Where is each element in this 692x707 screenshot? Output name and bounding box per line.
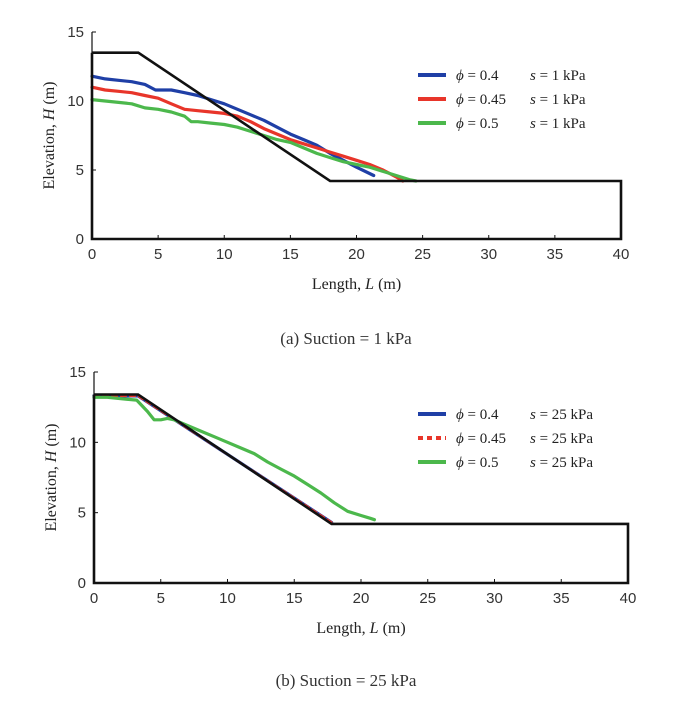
y-tick-label: 0 — [76, 231, 84, 248]
x-tick-label: 25 — [419, 590, 436, 607]
x-tick-label: 35 — [547, 246, 564, 263]
legend-phi-value: = 0.4 — [468, 68, 499, 84]
y-axis-label-text: Elevation, — [41, 120, 58, 189]
legend-suction-label: s = 25 kPa — [530, 407, 593, 423]
series-line — [92, 394, 333, 524]
y-tick-label: 15 — [69, 364, 86, 381]
y-tick-label: 5 — [78, 505, 86, 522]
x-axis-label: Length, L (m) — [312, 276, 401, 293]
series-line — [90, 97, 418, 183]
legend-phi-value: = 0.4 — [468, 407, 499, 423]
legend-phi-symbol: ϕ — [456, 407, 468, 423]
y-axis-label-unit: (m) — [43, 424, 60, 451]
legend-phi-symbol: ϕ — [456, 455, 468, 471]
legend-suction-label: s = 1 kPa — [530, 116, 586, 132]
legend-s-value: = 25 kPa — [536, 407, 594, 423]
y-tick-label: 5 — [76, 162, 84, 179]
x-tick-label: 5 — [157, 590, 165, 607]
x-axis-label-text: Length, — [312, 276, 365, 293]
x-axis-label: Length, L (m) — [316, 620, 405, 637]
x-tick-label: 20 — [353, 590, 370, 607]
x-tick-label: 10 — [219, 590, 236, 607]
legend-phi-value: = 0.5 — [468, 116, 499, 132]
legend-s-value: = 25 kPa — [536, 455, 594, 471]
legend-phi-label: ϕ = 0.5 — [456, 116, 498, 132]
chart-caption: (a) Suction = 1 kPa — [280, 329, 412, 348]
x-tick-label: 25 — [414, 246, 431, 263]
legend-phi-symbol: ϕ — [456, 431, 468, 447]
legend-phi-value: = 0.5 — [468, 455, 499, 471]
x-tick-label: 0 — [88, 246, 96, 263]
legend-s-symbol: s — [530, 431, 536, 447]
x-axis-label-unit: (m) — [374, 276, 401, 293]
slope-profile-line — [92, 393, 630, 585]
y-axis-label: Elevation, H (m) — [43, 424, 60, 532]
series-line — [90, 85, 405, 183]
y-axis-label-var: H — [41, 107, 58, 121]
x-tick-label: 10 — [216, 246, 233, 263]
legend-phi-symbol: ϕ — [456, 68, 468, 84]
legend-s-symbol: s — [530, 92, 536, 108]
legend-phi-symbol: ϕ — [456, 92, 468, 108]
x-tick-label: 15 — [286, 590, 303, 607]
slope-profile-line — [90, 51, 623, 241]
chart-caption: (b) Suction = 25 kPa — [276, 671, 417, 690]
series-line — [92, 394, 334, 525]
x-tick-label: 15 — [282, 246, 299, 263]
x-tick-label: 30 — [480, 246, 497, 263]
series-line — [92, 395, 376, 522]
legend-s-value: = 1 kPa — [536, 92, 586, 108]
legend-phi-value: = 0.45 — [468, 431, 506, 447]
x-axis-label-text: Length, — [316, 620, 369, 637]
x-tick-label: 40 — [620, 590, 637, 607]
legend-s-symbol: s — [530, 455, 536, 471]
x-tick-label: 40 — [613, 246, 630, 263]
legend-s-symbol: s — [530, 68, 536, 84]
y-tick-label: 10 — [67, 93, 84, 110]
x-axis-label-var: L — [364, 276, 374, 293]
y-axis-label-var: H — [43, 449, 60, 463]
legend-s-symbol: s — [530, 116, 536, 132]
x-tick-label: 30 — [486, 590, 503, 607]
y-tick-label: 10 — [69, 434, 86, 451]
x-tick-label: 20 — [348, 246, 365, 263]
legend-phi-label: ϕ = 0.5 — [456, 455, 498, 471]
y-axis-label-unit: (m) — [41, 82, 58, 109]
legend-s-value: = 1 kPa — [536, 68, 586, 84]
legend-phi-label: ϕ = 0.4 — [456, 68, 499, 84]
legend-s-value: = 25 kPa — [536, 431, 594, 447]
x-tick-label: 0 — [90, 590, 98, 607]
legend-phi-symbol: ϕ — [456, 116, 468, 132]
x-tick-label: 5 — [154, 246, 162, 263]
legend-phi-value: = 0.45 — [468, 92, 506, 108]
legend-suction-label: s = 1 kPa — [530, 92, 586, 108]
y-tick-label: 15 — [67, 24, 84, 41]
y-axis-label-text: Elevation, — [43, 462, 60, 531]
x-axis-label-unit: (m) — [379, 620, 406, 637]
legend-suction-label: s = 25 kPa — [530, 431, 593, 447]
legend-phi-label: ϕ = 0.45 — [456, 431, 506, 447]
legend-suction-label: s = 25 kPa — [530, 455, 593, 471]
legend-s-symbol: s — [530, 407, 536, 423]
x-axis-label-var: L — [369, 620, 379, 637]
legend-phi-label: ϕ = 0.4 — [456, 407, 499, 423]
y-axis-label: Elevation, H (m) — [41, 82, 58, 190]
legend-suction-label: s = 1 kPa — [530, 68, 586, 84]
legend-phi-label: ϕ = 0.45 — [456, 92, 506, 108]
x-tick-label: 35 — [553, 590, 570, 607]
legend-s-value: = 1 kPa — [536, 116, 586, 132]
y-tick-label: 0 — [78, 575, 86, 592]
